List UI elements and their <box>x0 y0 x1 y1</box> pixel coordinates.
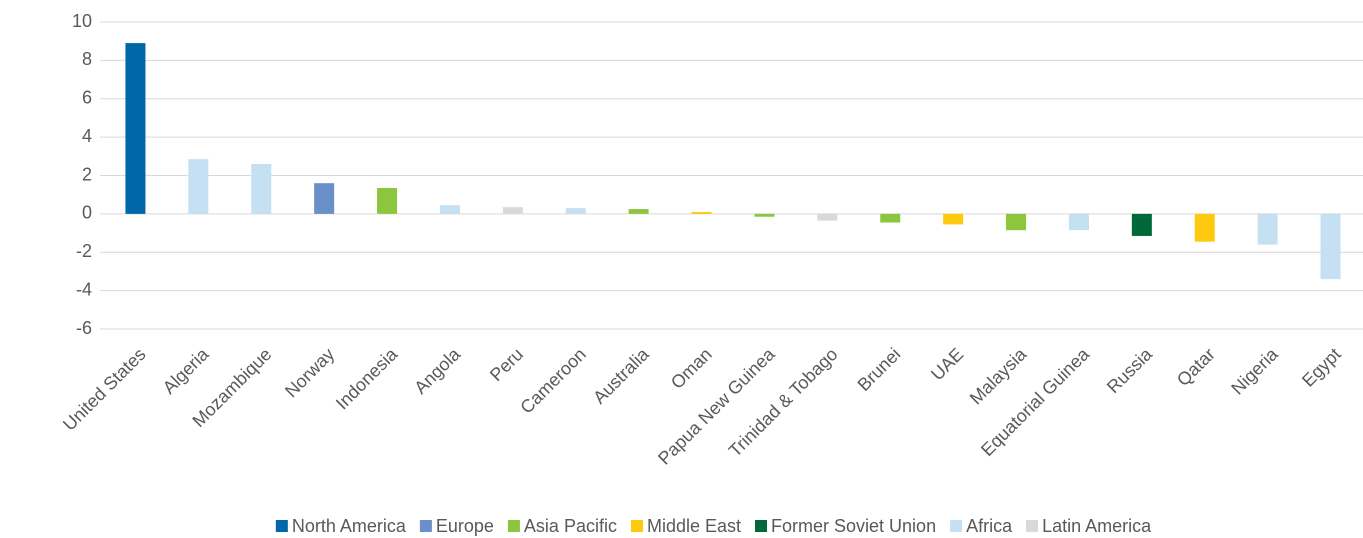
bar <box>1257 213 1278 245</box>
x-tick-label: Egypt <box>1298 344 1345 391</box>
x-tick-label: Peru <box>486 344 527 385</box>
bar <box>439 205 460 214</box>
bar <box>817 213 838 221</box>
x-tick-label: Equatorial Guinea <box>977 343 1094 460</box>
x-tick-label: Oman <box>667 344 716 393</box>
x-tick-label: Brunei <box>854 344 905 395</box>
legend-label: Europe <box>436 516 494 536</box>
bar <box>377 187 398 214</box>
legend-swatch <box>507 520 520 532</box>
bar <box>1068 213 1089 231</box>
bar <box>314 183 335 214</box>
y-tick-label: 6 <box>82 88 92 108</box>
legend-label: Latin America <box>1042 516 1152 536</box>
y-tick-label: 0 <box>82 203 92 223</box>
x-tick-label: Nigeria <box>1227 343 1282 398</box>
bar <box>754 213 775 217</box>
legend-label: Former Soviet Union <box>771 516 936 536</box>
legend-swatch <box>275 520 288 532</box>
bar <box>125 43 146 214</box>
y-tick-label: -4 <box>76 279 92 299</box>
legend-label: North America <box>292 516 407 536</box>
y-tick-label: -2 <box>76 241 92 261</box>
bar <box>691 211 712 214</box>
x-tick-label: Trinidad & Tobago <box>725 344 842 461</box>
legend: North America Europe Asia Pacific Middle Ea… <box>275 516 1152 536</box>
x-tick-label: Russia <box>1103 343 1157 397</box>
y-tick-label: 10 <box>72 11 92 31</box>
bar <box>1320 213 1341 280</box>
bar <box>251 163 272 214</box>
legend-label: Africa <box>966 516 1013 536</box>
legend-swatch <box>419 520 432 532</box>
x-tick-label: Papua New Guinea <box>654 343 779 468</box>
legend-swatch <box>630 520 643 532</box>
x-tick-label: Norway <box>281 344 338 401</box>
bar <box>502 207 523 214</box>
bar <box>1194 213 1215 242</box>
x-tick-label: Indonesia <box>332 343 402 413</box>
y-tick-label: 8 <box>82 49 92 69</box>
bar <box>188 159 209 214</box>
bar <box>1131 213 1152 236</box>
y-tick-label: 2 <box>82 164 92 184</box>
bar <box>880 213 901 223</box>
y-tick-label: 4 <box>82 126 92 146</box>
y-tick-label: -6 <box>76 318 92 338</box>
legend-swatch <box>950 520 963 532</box>
x-tick-label: Cameroon <box>516 344 590 418</box>
bar <box>943 213 964 225</box>
bar <box>628 209 649 214</box>
bar <box>1006 213 1027 231</box>
bar <box>565 208 586 214</box>
x-tick-label: Qatar <box>1173 344 1219 390</box>
legend-swatch <box>1026 520 1039 532</box>
x-tick-label: Australia <box>589 343 653 407</box>
legend-swatch <box>755 520 768 532</box>
x-tick-label: Angola <box>410 343 464 397</box>
legend-label: Middle East <box>647 516 741 536</box>
x-tick-label: UAE <box>927 344 967 384</box>
x-tick-label: United States <box>59 344 150 435</box>
x-tick-label: Algeria <box>159 343 213 397</box>
x-tick-label: Malaysia <box>966 343 1031 408</box>
legend-label: Asia Pacific <box>524 516 617 536</box>
